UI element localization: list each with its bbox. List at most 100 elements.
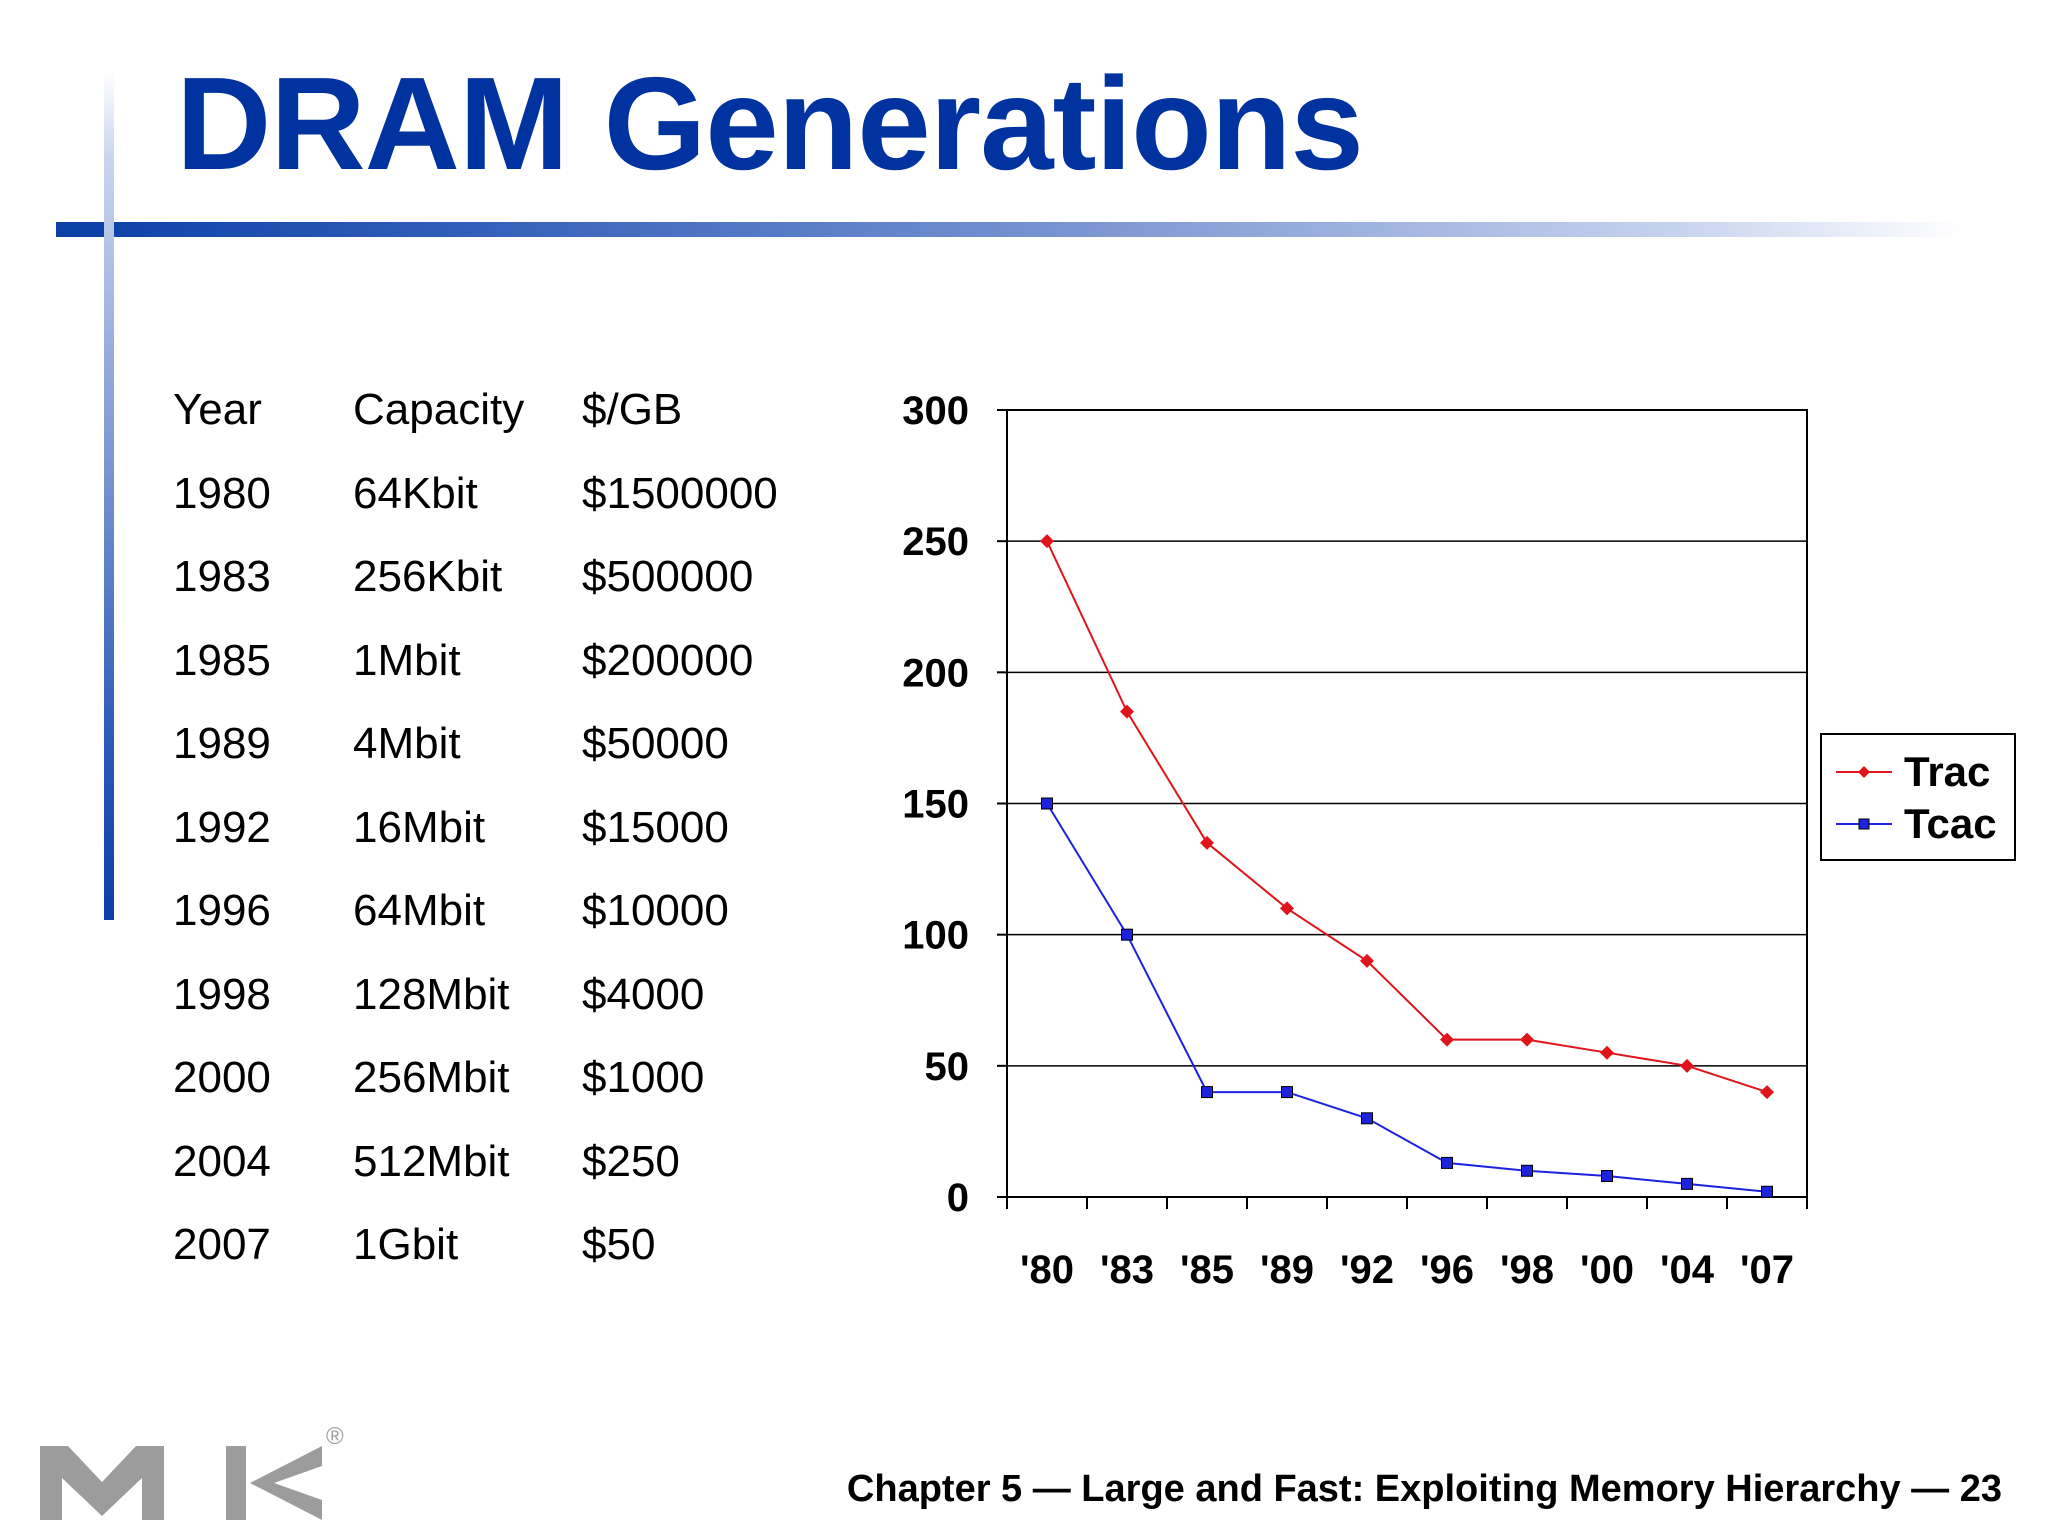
cell-year: 2000 [173,1053,271,1102]
table-body: 1980 64Kbit $1500000 1983 256Kbit $500000 1985… [173,469,812,1304]
chart-legend: Trac Tcac [1820,733,2016,861]
y-tick-label: 50 [925,1045,970,1089]
legend-item-trac: Trac [1836,747,2014,797]
data-point-trac [1040,534,1054,549]
x-tick-label: '92 [1340,1248,1394,1292]
x-tick-label: '83 [1100,1248,1154,1292]
cell-cost-per-gb: $50000 [582,719,729,768]
data-point-trac [1200,835,1214,850]
slide-title: DRAM Generations [176,50,1364,197]
cell-capacity: 4Mbit [353,719,461,768]
y-tick-label: 150 [902,783,969,827]
table-row: 1989 4Mbit $50000 [173,719,812,803]
mk-logo-mark [40,1446,322,1520]
access-time-chart: 0 50 100 150 200 250 300 '80 '83 '85 '89 '92 '96 '98 '… [902,389,1808,1292]
cell-year: 1985 [173,635,271,685]
cell-capacity: 64Kbit [353,468,478,518]
x-tick-label: '85 [1180,1248,1234,1292]
data-point-tcac [1761,1185,1773,1198]
cell-capacity: 128Mbit [353,969,510,1019]
x-tick-label: '80 [1020,1248,1074,1292]
data-point-tcac [1201,1086,1213,1099]
dram-cost-table: Year Capacity $/GB 1980 64Kbit $1500000 198… [173,385,812,1304]
data-point-tcac [1601,1170,1613,1183]
header-cost-per-gb: $/GB [582,385,683,434]
data-point-tcac [1681,1177,1693,1190]
cell-cost-per-gb: $1000 [582,1053,705,1102]
cell-capacity: 16Mbit [353,802,486,852]
table-row: 1992 16Mbit $15000 [173,803,812,887]
x-tick-label: '04 [1660,1248,1715,1292]
data-point-tcac [1441,1156,1453,1169]
table-row: 1983 256Kbit $500000 [173,552,812,636]
cell-year: 1989 [173,719,271,768]
x-tick-label: '07 [1740,1248,1794,1292]
series-line-tcac [1046,802,1768,1193]
cell-cost-per-gb: $250 [582,1136,680,1186]
cell-cost-per-gb: $500000 [582,552,754,601]
data-point-trac [1680,1058,1694,1073]
x-tick-label: '96 [1420,1248,1474,1292]
registered-mark: ® [326,1423,344,1450]
legend-item-tcac: Tcac [1836,799,2014,849]
table-row: 1996 64Mbit $10000 [173,886,812,970]
cell-cost-per-gb: $10000 [582,886,729,935]
cell-cost-per-gb: $4000 [582,969,705,1019]
data-point-trac [1440,1032,1454,1047]
x-tick-label: '00 [1580,1248,1634,1292]
table-header-row: Year Capacity $/GB [173,385,812,469]
slide-footer: Chapter 5 — Large and Fast: Exploiting M… [846,1468,2002,1510]
y-tick-label: 250 [902,520,969,564]
cell-capacity: 64Mbit [353,886,486,935]
y-tick-label: 300 [902,389,969,433]
cell-year: 2004 [173,1136,271,1186]
cell-capacity: 256Mbit [353,1053,510,1102]
cell-year: 2007 [173,1220,271,1269]
left-accent-bar [104,72,114,920]
cell-year: 1996 [173,886,271,935]
legend-tcac-marker [1858,818,1870,830]
cell-year: 1992 [173,802,271,852]
data-point-trac [1600,1045,1614,1060]
legend-tcac-swatch [1836,818,1892,830]
series-line-trac [1046,540,1768,1094]
y-tick-label: 100 [902,914,969,958]
data-point-trac [1280,901,1294,916]
table-row: 2000 256Mbit $1000 [173,1053,812,1137]
header-year: Year [173,385,262,434]
table-row: 1980 64Kbit $1500000 [173,469,812,553]
publisher-logo: ® [40,1423,344,1520]
cell-capacity: 256Kbit [353,552,503,601]
cell-capacity: 1Gbit [353,1220,459,1269]
x-tick-label: '89 [1260,1248,1314,1292]
cell-year: 1983 [173,552,271,601]
data-point-trac [1520,1032,1534,1047]
data-point-tcac [1281,1086,1293,1099]
data-point-trac [1760,1085,1774,1100]
legend-trac-marker [1858,766,1870,778]
data-point-trac [1360,953,1374,968]
y-tick-label: 0 [947,1176,969,1220]
data-point-tcac [1121,928,1133,941]
data-point-tcac [1041,797,1053,810]
cell-cost-per-gb: $50 [582,1220,656,1269]
table-row: 1998 128Mbit $4000 [173,970,812,1054]
data-point-tcac [1521,1164,1533,1177]
cell-capacity: 1Mbit [353,635,461,685]
legend-trac-swatch [1836,766,1892,778]
legend-label-tcac: Tcac [1904,800,1997,847]
header-capacity: Capacity [353,385,525,434]
cell-capacity: 512Mbit [353,1136,510,1186]
cell-cost-per-gb: $1500000 [582,468,778,518]
table-row: 2007 1Gbit $50 [173,1220,812,1304]
y-tick-label: 200 [902,651,969,695]
table-row: 2004 512Mbit $250 [173,1137,812,1221]
title-underline-bar [56,222,1966,237]
cell-cost-per-gb: $200000 [582,635,754,685]
x-tick-label: '98 [1500,1248,1554,1292]
cell-cost-per-gb: $15000 [582,802,729,852]
cell-year: 1998 [173,969,271,1019]
data-point-tcac [1361,1112,1373,1125]
cell-year: 1980 [173,468,271,518]
table-row: 1985 1Mbit $200000 [173,636,812,720]
